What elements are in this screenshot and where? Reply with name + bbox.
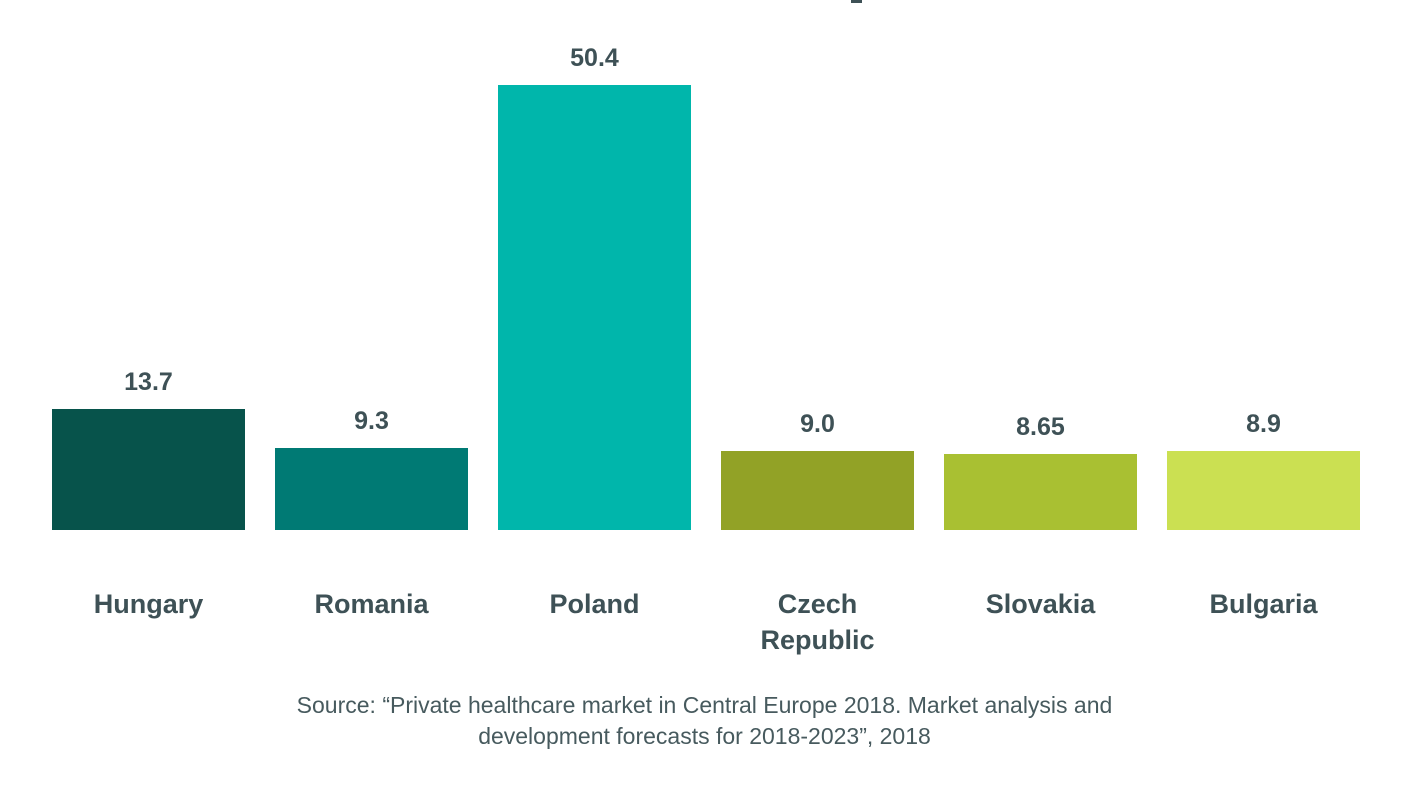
bar-group-poland: 50.4 Poland: [483, 0, 706, 786]
bar-value-label: 8.65: [1016, 413, 1065, 441]
bar: [944, 454, 1137, 530]
category-label: Poland: [549, 589, 640, 619]
bar: [498, 85, 691, 530]
bar-value-label: 8.9: [1246, 410, 1281, 438]
bar-value-label: 13.7: [124, 368, 173, 396]
bar-group-romania: 9.3 Romania: [260, 0, 483, 786]
source-note: Source: “Private healthcare market in Ce…: [0, 690, 1409, 752]
bar-value-label: 50.4: [570, 44, 619, 72]
source-note-line1: Source: “Private healthcare market in Ce…: [296, 692, 1113, 718]
bar-group-bulgaria: 8.9 Bulgaria: [1152, 0, 1375, 786]
category-label: Czech Republic: [760, 589, 875, 655]
category-label: Slovakia: [985, 589, 1096, 619]
source-note-line2: development forecasts for 2018-2023”, 20…: [478, 723, 931, 749]
bar-group-slovakia: 8.65 Slovakia: [929, 0, 1152, 786]
bar: [275, 448, 468, 530]
bar-group-czech-republic: 9.0 Czech Republic: [706, 0, 929, 786]
bar-value-label: 9.3: [354, 407, 389, 435]
bar: [721, 451, 914, 530]
category-label: Bulgaria: [1209, 589, 1318, 619]
bar: [1167, 451, 1360, 530]
category-label: Hungary: [93, 589, 204, 619]
category-label: Romania: [314, 589, 429, 619]
bar-value-label: 9.0: [800, 410, 835, 438]
bar-group-hungary: 13.7 Hungary: [37, 0, 260, 786]
bar: [52, 409, 245, 530]
cropped-title-remnant: [851, 0, 862, 3]
